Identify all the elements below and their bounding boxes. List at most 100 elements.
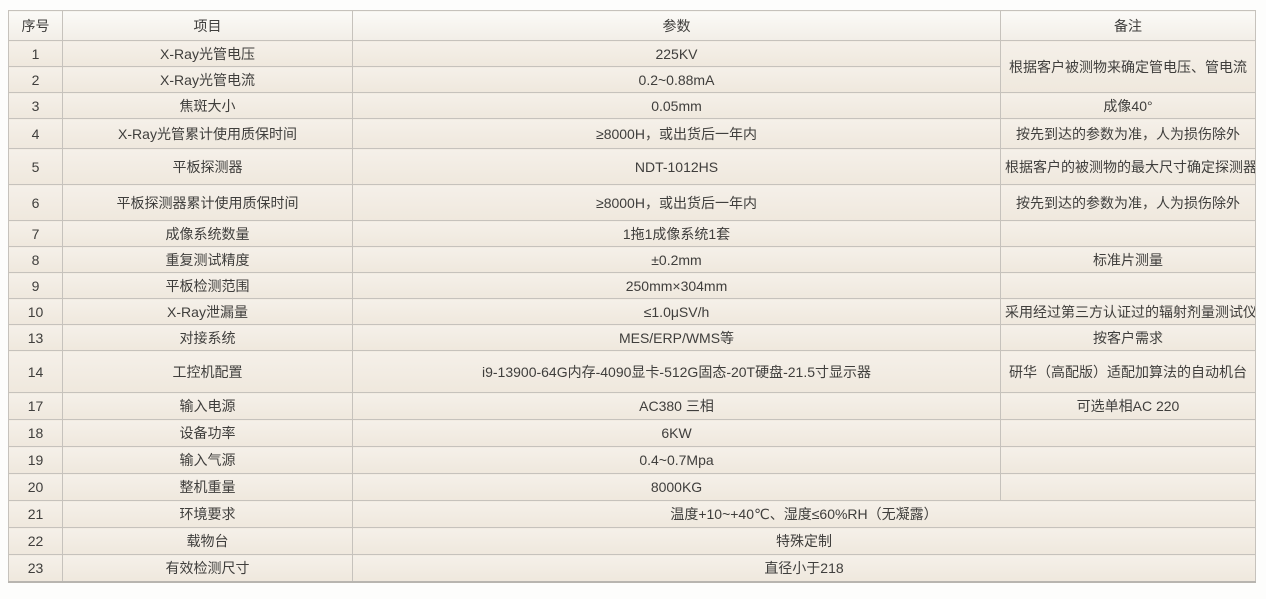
table-row: 6 平板探测器累计使用质保时间 ≥8000H，或出货后一年内 按先到达的参数为准，人为…: [8, 184, 1256, 221]
table-row: 23 有效检测尺寸 直径小于218: [8, 554, 1256, 582]
column-header-1: 序号: [8, 10, 63, 41]
cell-no: 4: [8, 118, 63, 149]
cell-no: 9: [8, 272, 63, 299]
cell-no: 22: [8, 527, 63, 555]
cell-no: 2: [8, 66, 63, 93]
cell-no: 6: [8, 184, 63, 221]
table-header: 序号 项目 参数 备注: [8, 10, 1256, 41]
cell-remark: 按客户需求: [1000, 324, 1256, 351]
cell-param: i9-13900-64G内存-4090显卡-512G固态-20T硬盘-21.5寸…: [352, 350, 1001, 393]
cell-no: 17: [8, 392, 63, 420]
cell-param: 0.4~0.7Mpa: [352, 446, 1001, 474]
cell-param: ≥8000H，或出货后一年内: [352, 118, 1001, 149]
cell-item: 焦斑大小: [62, 92, 353, 119]
table-row: 9 平板检测范围 250mm×304mm: [8, 272, 1256, 299]
table-row: 19 输入气源 0.4~0.7Mpa: [8, 446, 1256, 474]
cell-item: X-Ray光管累计使用质保时间: [62, 118, 353, 149]
cell-param: 1拖1成像系统1套: [352, 220, 1001, 247]
cell-no: 10: [8, 298, 63, 325]
table-row: 4 X-Ray光管累计使用质保时间 ≥8000H，或出货后一年内 按先到达的参数为准，…: [8, 118, 1256, 149]
cell-param: 8000KG: [352, 473, 1001, 501]
cell-item: X-Ray泄漏量: [62, 298, 353, 325]
table-row: 7 成像系统数量 1拖1成像系统1套: [8, 220, 1256, 247]
cell-param: ≥8000H，或出货后一年内: [352, 184, 1001, 221]
table-row: 20 整机重量 8000KG: [8, 473, 1256, 501]
cell-param: 温度+10~+40℃、湿度≤60%RH（无凝露）: [352, 500, 1256, 528]
cell-remark: 研华（高配版）适配加算法的自动机台: [1000, 350, 1256, 393]
cell-param: 直径小于218: [352, 554, 1256, 582]
column-header-3: 参数: [352, 10, 1001, 41]
column-header-2: 项目: [62, 10, 353, 41]
cell-remark: [1000, 446, 1256, 474]
table-row: 18 设备功率 6KW: [8, 419, 1256, 447]
cell-item: X-Ray光管电压: [62, 40, 353, 67]
cell-remark: 按先到达的参数为准，人为损伤除外: [1000, 118, 1256, 149]
table-row: 17 输入电源 AC380 三相 可选单相AC 220: [8, 392, 1256, 420]
cell-no: 20: [8, 473, 63, 501]
cell-param: ±0.2mm: [352, 246, 1001, 273]
cell-item: 平板探测器累计使用质保时间: [62, 184, 353, 221]
spec-table: 序号 项目 参数 备注 1 X-Ray光管电压 225KV 根据客户被测物来确定管电压、管电…: [8, 10, 1256, 583]
table-row: 1 X-Ray光管电压 225KV 根据客户被测物来确定管电压、管电流: [8, 40, 1256, 93]
cell-param: NDT-1012HS: [352, 148, 1001, 185]
cell-no: 19: [8, 446, 63, 474]
cell-no: 8: [8, 246, 63, 273]
cell-param: 0.05mm: [352, 92, 1001, 119]
cell-item: X-Ray光管电流: [62, 66, 353, 93]
table-row: 14 工控机配置 i9-13900-64G内存-4090显卡-512G固态-20T硬…: [8, 350, 1256, 393]
cell-item: 载物台: [62, 527, 353, 555]
cell-no: 7: [8, 220, 63, 247]
cell-param: ≤1.0μSV/h: [352, 298, 1001, 325]
cell-remark: 成像40°: [1000, 92, 1256, 119]
cell-param: 225KV: [352, 40, 1001, 67]
cell-remark: 标准片测量: [1000, 246, 1256, 273]
cell-remark: 按先到达的参数为准，人为损伤除外: [1000, 184, 1256, 221]
table-row: 2 X-Ray光管电流 0.2~0.88mA: [8, 66, 1256, 93]
cell-param: 250mm×304mm: [352, 272, 1001, 299]
table-row: 13 对接系统 MES/ERP/WMS等 按客户需求: [8, 324, 1256, 351]
column-header-4: 备注: [1000, 10, 1256, 41]
cell-item: 输入电源: [62, 392, 353, 420]
cell-param: 6KW: [352, 419, 1001, 447]
cell-remark: [1000, 272, 1256, 299]
header-row: 序号 项目 参数 备注: [8, 10, 1256, 41]
cell-item: 工控机配置: [62, 350, 353, 393]
table-row: 8 重复测试精度 ±0.2mm 标准片测量: [8, 246, 1256, 273]
cell-remark: 根据客户的被测物的最大尺寸确定探测器尺寸: [1000, 148, 1256, 185]
table-row: 3 焦斑大小 0.05mm 成像40°: [8, 92, 1256, 119]
cell-no: 14: [8, 350, 63, 393]
cell-remark: 根据客户被测物来确定管电压、管电流: [1000, 40, 1256, 93]
cell-no: 5: [8, 148, 63, 185]
cell-item: 平板检测范围: [62, 272, 353, 299]
cell-remark: 可选单相AC 220: [1000, 392, 1256, 420]
cell-item: 成像系统数量: [62, 220, 353, 247]
cell-no: 18: [8, 419, 63, 447]
cell-item: 设备功率: [62, 419, 353, 447]
cell-remark: [1000, 419, 1256, 447]
cell-remark: [1000, 473, 1256, 501]
cell-no: 13: [8, 324, 63, 351]
cell-param: 特殊定制: [352, 527, 1256, 555]
cell-item: 有效检测尺寸: [62, 554, 353, 582]
table-body: 1 X-Ray光管电压 225KV 根据客户被测物来确定管电压、管电流 2 X-Ray光管…: [8, 40, 1256, 582]
cell-item: 平板探测器: [62, 148, 353, 185]
table-row: 10 X-Ray泄漏量 ≤1.0μSV/h 采用经过第三方认证过的辐射剂量测试仪: [8, 298, 1256, 325]
table-row: 21 环境要求 温度+10~+40℃、湿度≤60%RH（无凝露）: [8, 500, 1256, 528]
cell-param: AC380 三相: [352, 392, 1001, 420]
cell-item: 整机重量: [62, 473, 353, 501]
cell-no: 21: [8, 500, 63, 528]
cell-no: 23: [8, 554, 63, 582]
cell-param: 0.2~0.88mA: [352, 66, 1001, 93]
cell-item: 对接系统: [62, 324, 353, 351]
cell-remark: [1000, 220, 1256, 247]
cell-no: 1: [8, 40, 63, 67]
cell-item: 输入气源: [62, 446, 353, 474]
cell-param: MES/ERP/WMS等: [352, 324, 1001, 351]
cell-remark: 采用经过第三方认证过的辐射剂量测试仪: [1000, 298, 1256, 325]
table-row: 22 载物台 特殊定制: [8, 527, 1256, 555]
cell-item: 重复测试精度: [62, 246, 353, 273]
cell-item: 环境要求: [62, 500, 353, 528]
cell-no: 3: [8, 92, 63, 119]
